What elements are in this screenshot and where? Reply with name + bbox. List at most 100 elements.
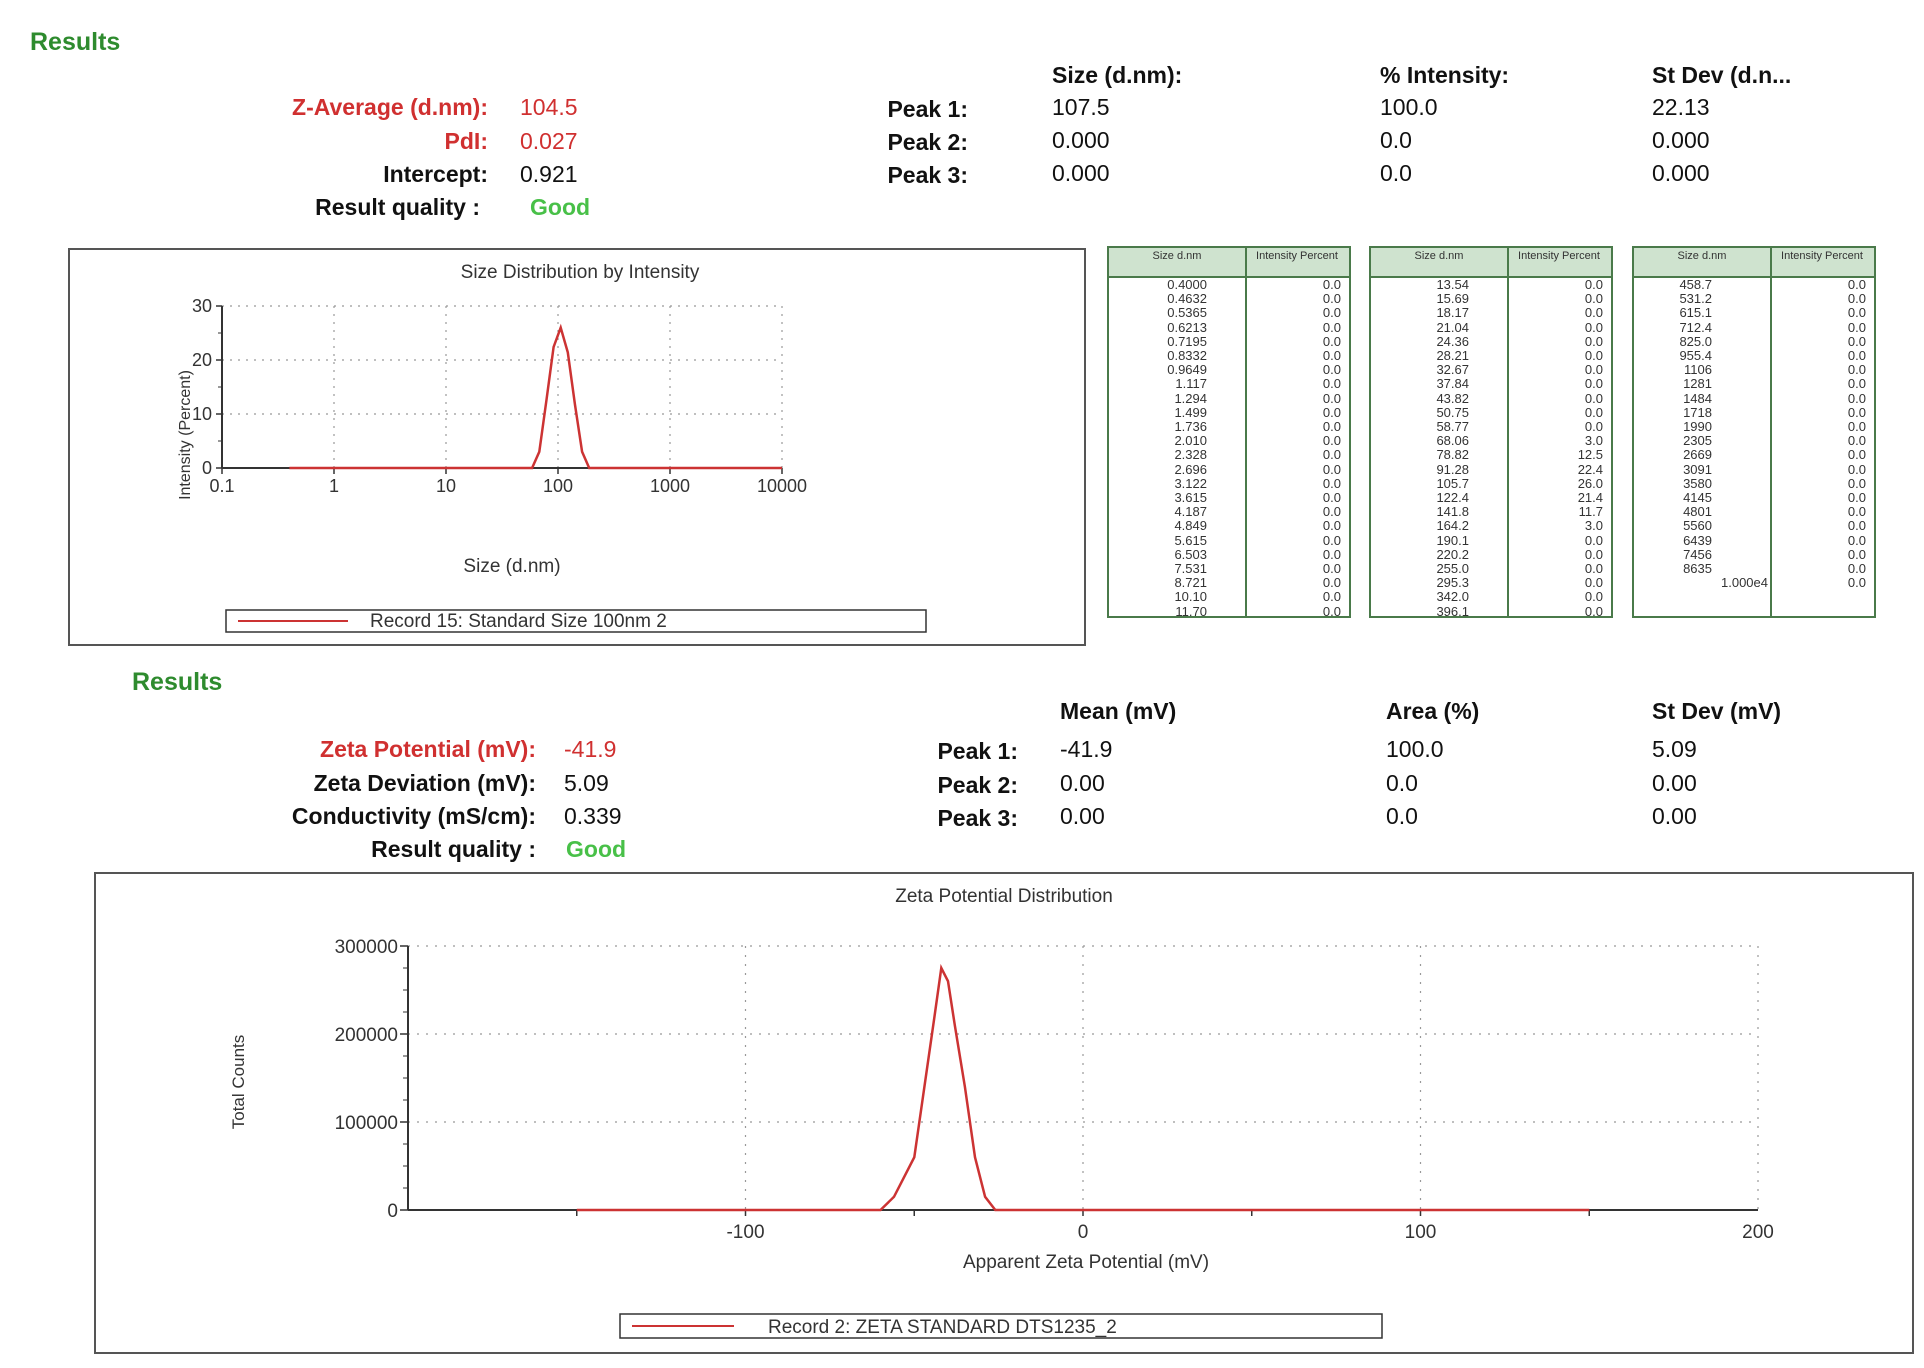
size-table-size-cell: 615.1 xyxy=(1679,305,1712,321)
size-table-size-cell: 4801 xyxy=(1683,504,1712,520)
size-table-intensity-cell: 0.0 xyxy=(1322,291,1341,307)
conductivity-value: 0.339 xyxy=(564,803,622,829)
size-peak-1-stdev: 22.13 xyxy=(1652,94,1710,120)
size-table-intensity-cell: 0.0 xyxy=(1322,305,1341,321)
zeta-deviation-value: 5.09 xyxy=(564,770,609,796)
size-table-intensity-cell: 0.0 xyxy=(1322,404,1341,420)
zeta-legend-box xyxy=(619,1313,1383,1339)
zeta-peak-2-area: 0.0 xyxy=(1386,770,1418,796)
size-table-intensity-cell: 0.0 xyxy=(1584,589,1603,605)
zeta-peak-2-stdev: 0.00 xyxy=(1652,770,1697,796)
size-table-intensity-cell: 0.0 xyxy=(1584,277,1603,292)
size-table-intensity-cell: 0.0 xyxy=(1847,419,1866,434)
size-y-tick-label: 20 xyxy=(192,350,212,370)
size-table-intensity-cell: 0.0 xyxy=(1847,475,1866,491)
zeta-peak-1-stdev: 5.09 xyxy=(1652,736,1697,762)
size-table-intensity-cell: 0.0 xyxy=(1847,546,1866,562)
size-peak-3-intensity: 0.0 xyxy=(1380,160,1412,186)
size-peak-2-stdev: 0.000 xyxy=(1652,127,1710,153)
size-x-tick-label: 0.1 xyxy=(209,476,234,496)
zeta-potential-chart: Zeta Potential Distribution Apparent Zet… xyxy=(229,886,1774,1339)
size-col-header-1: Size (d.nm): xyxy=(1052,62,1183,88)
size-chart-ylabel: Intensity (Percent) xyxy=(177,370,194,500)
size-y-tick-label: 10 xyxy=(192,404,212,424)
size-x-tick-label: 10000 xyxy=(757,476,807,496)
size-table-intensity-cell: 0.0 xyxy=(1584,376,1603,392)
size-col-header-2: % Intensity: xyxy=(1380,62,1510,88)
size-table-intensity-cell: 0.0 xyxy=(1322,475,1341,491)
size-table-size-cell: 28.21 xyxy=(1436,348,1469,363)
size-table-size-cell: 11.70 xyxy=(1175,603,1207,619)
size-table-intensity-cell: 0.0 xyxy=(1847,291,1866,307)
size-table-size-cell: 8635 xyxy=(1683,561,1712,576)
zeta-peak-1-label: Peak 1: xyxy=(937,738,1018,764)
size-table-size-cell: 7.531 xyxy=(1174,561,1207,576)
size-table-intensity-cell: 0.0 xyxy=(1584,561,1603,576)
size-table-size-cell: 50.75 xyxy=(1436,404,1469,420)
size-legend-box xyxy=(225,609,927,633)
size-table-size-cell: 1281 xyxy=(1683,376,1712,392)
size-table-intensity-cell: 0.0 xyxy=(1322,390,1341,406)
size-table-intensity-cell: 0.0 xyxy=(1584,390,1603,406)
size-peak-1-size: 107.5 xyxy=(1052,94,1110,120)
size-table-size-cell: 531.2 xyxy=(1679,291,1712,307)
size-table-size-cell: 0.9649 xyxy=(1167,362,1207,378)
zeta-y-tick-label: 300000 xyxy=(335,937,398,958)
zeta-chart-title: Zeta Potential Distribution xyxy=(895,886,1113,907)
size-peak-1-label: Peak 1: xyxy=(887,96,968,122)
size-table-intensity-cell: 0.0 xyxy=(1584,305,1603,321)
size-table-size-cell: 712.4 xyxy=(1679,319,1712,335)
size-table-size-cell: 2669 xyxy=(1683,447,1712,463)
size-table-intensity-cell: 0.0 xyxy=(1584,546,1603,562)
size-table-size-cell: 5.615 xyxy=(1174,532,1207,548)
zeta-series-line xyxy=(576,963,1590,1212)
size-table-size-cell: 255.0 xyxy=(1436,561,1469,576)
size-table-size-cell: 1990 xyxy=(1683,419,1712,434)
size-table-size-cell: 458.7 xyxy=(1679,277,1712,292)
size-data-table: Size d.nm Intensity Percent 13.54 0.0 15.69 0… xyxy=(1369,246,1613,618)
zeta-y-tick-label: 0 xyxy=(387,1201,398,1222)
size-table-divider xyxy=(1245,248,1247,616)
size-table-intensity-cell: 0.0 xyxy=(1322,362,1341,378)
size-peak-2-intensity: 0.0 xyxy=(1380,127,1412,153)
size-table-size-cell: 3.122 xyxy=(1174,475,1207,491)
size-table-intensity-cell: 26.0 xyxy=(1577,475,1603,491)
intercept-label: Intercept: xyxy=(383,161,488,187)
zeta-potential-value: -41.9 xyxy=(564,736,617,762)
zeta-x-tick-label: 0 xyxy=(1078,1222,1089,1243)
zeta-x-tick-label: 200 xyxy=(1742,1222,1774,1243)
conductivity-label: Conductivity (mS/cm): xyxy=(291,803,536,829)
size-table-intensity-cell: 0.0 xyxy=(1322,490,1341,505)
size-series-line xyxy=(289,323,782,470)
pdi-label: PdI: xyxy=(444,128,488,154)
size-table-size-cell: 0.7195 xyxy=(1167,333,1207,349)
zeta-col-header-1: Mean (mV) xyxy=(1060,698,1177,724)
zeta-peak-2-label: Peak 2: xyxy=(937,772,1018,798)
size-table-intensity-cell: 22.4 xyxy=(1577,461,1603,477)
size-table-size-cell: 164.2 xyxy=(1436,518,1469,534)
size-table-header-intensity: Intensity Percent xyxy=(1518,250,1600,262)
size-table-intensity-cell: 0.0 xyxy=(1322,376,1341,392)
size-table-size-cell: 78.82 xyxy=(1436,447,1469,463)
zeta-chart-xlabel: Apparent Zeta Potential (mV) xyxy=(963,1252,1209,1273)
size-table-size-cell: 0.5365 xyxy=(1167,305,1207,321)
size-table-size-cell: 1.294 xyxy=(1174,390,1207,406)
size-table-intensity-cell: 0.0 xyxy=(1584,532,1603,548)
size-table-size-cell: 1.736 xyxy=(1174,419,1207,434)
size-distribution-chart: Size Distribution by Intensity Size (d.n… xyxy=(177,262,927,633)
size-peak-3-size: 0.000 xyxy=(1052,160,1110,186)
size-table-intensity-cell: 3.0 xyxy=(1584,518,1603,534)
size-col-header-3: St Dev (d.n... xyxy=(1652,62,1792,88)
size-table-intensity-cell: 0.0 xyxy=(1584,404,1603,420)
size-table-intensity-cell: 3.0 xyxy=(1584,433,1603,449)
size-peak-3-label: Peak 3: xyxy=(887,162,968,188)
size-table-size-cell: 1.499 xyxy=(1174,404,1207,420)
zeta-y-tick-label: 200000 xyxy=(335,1025,398,1046)
size-peak-1-intensity: 100.0 xyxy=(1380,94,1438,120)
size-table-header-intensity: Intensity Percent xyxy=(1256,250,1338,262)
size-table-size-cell: 190.1 xyxy=(1436,532,1469,548)
size-table-header: Size d.nm Intensity Percent xyxy=(1109,248,1349,278)
size-peak-3-stdev: 0.000 xyxy=(1652,160,1710,186)
size-table-header: Size d.nm Intensity Percent xyxy=(1634,248,1874,278)
size-table-size-cell: 6439 xyxy=(1683,532,1712,548)
